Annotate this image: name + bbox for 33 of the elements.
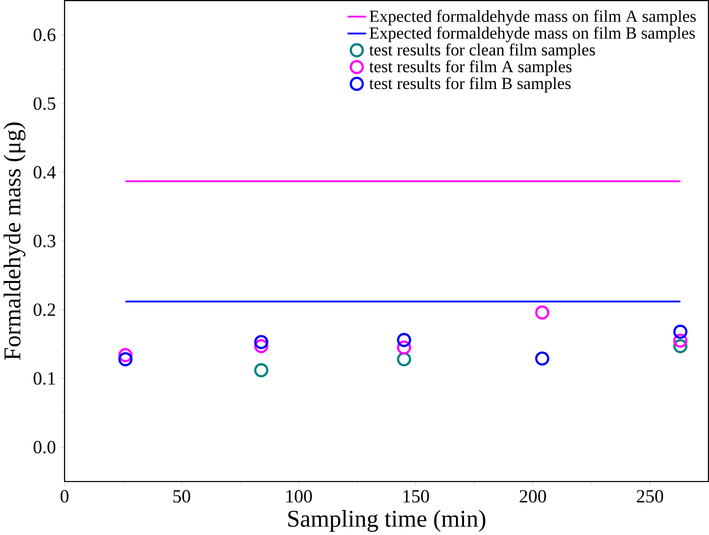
x-tick-label: 150	[404, 490, 429, 502]
point	[535, 305, 550, 320]
x-tick-label: 100	[286, 490, 312, 502]
point	[396, 340, 412, 354]
point	[673, 324, 688, 339]
point	[396, 332, 412, 347]
y-tick-label: 0.4	[34, 166, 56, 178]
point	[118, 348, 133, 362]
x-tick-label: 0	[60, 490, 68, 502]
y-axis-title: Formaldehyde mass (μg)	[4, 122, 26, 360]
x-tick-label: 50	[173, 490, 190, 502]
x-tick-label: 250	[636, 490, 664, 502]
point	[673, 338, 688, 354]
x-axis-title: Sampling time (min)	[288, 510, 486, 532]
y-tick-label: 0.0	[34, 440, 56, 454]
legend-label: Expected formaldehyde mass on film B samples	[370, 26, 695, 42]
y-tick-label: 0.1	[34, 372, 55, 385]
y-tick-label: 0.5	[34, 97, 56, 110]
point	[254, 334, 268, 349]
legend-label: test results for film A samples	[369, 60, 572, 76]
point	[673, 333, 688, 348]
legend-label: test results for clean film samples	[369, 43, 595, 59]
point	[118, 352, 133, 366]
legend-label: Expected formaldehyde mass on film A samples	[370, 10, 696, 26]
y-tick-label: 0.2	[34, 303, 56, 316]
y-tick-label: 0.3	[34, 234, 56, 248]
x-tick-label: 200	[520, 490, 546, 502]
point	[254, 338, 268, 354]
point	[254, 362, 268, 378]
point	[396, 352, 412, 366]
point	[535, 351, 550, 366]
y-tick-label: 0.6	[34, 28, 56, 41]
legend-label: test results for film B samples	[369, 76, 571, 92]
